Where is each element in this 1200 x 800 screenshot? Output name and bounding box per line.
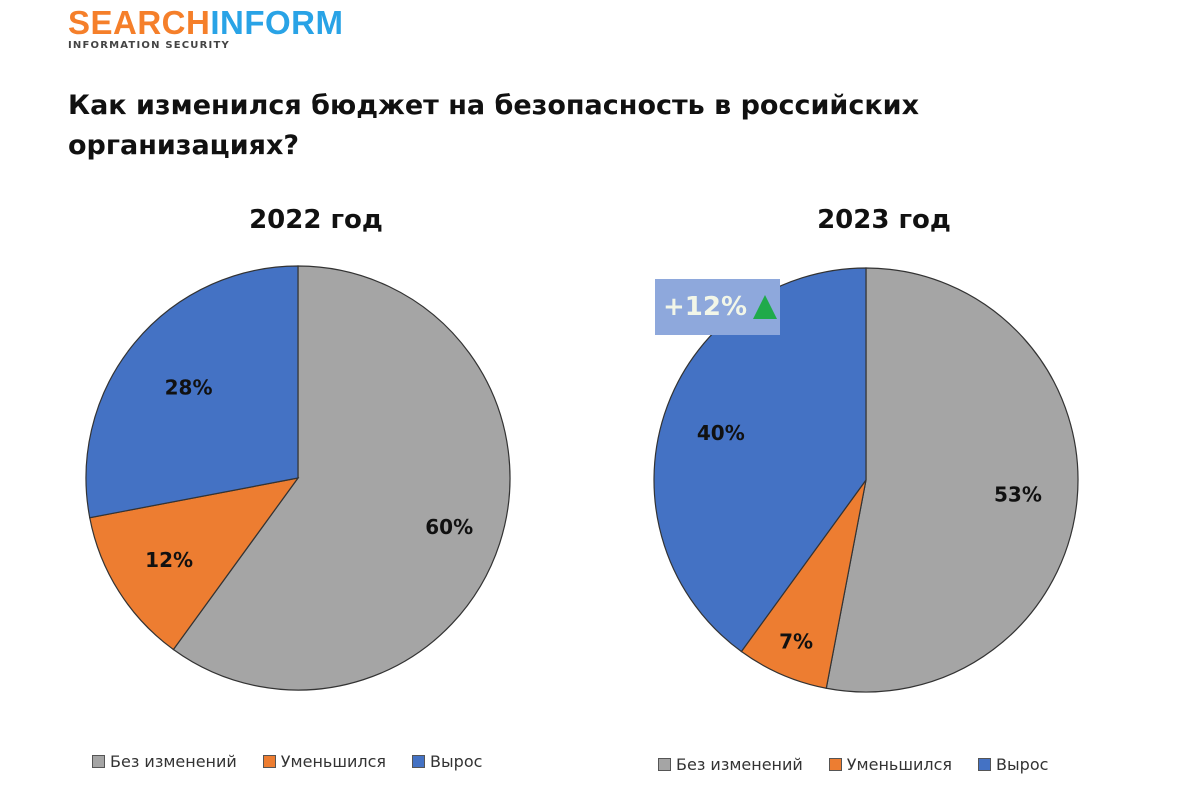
legend-item-unchanged: Без изменений [658, 755, 803, 774]
data-label: 53% [994, 482, 1042, 506]
legend-item-increased: Вырос [978, 755, 1048, 774]
pie-slice-2 [653, 267, 867, 653]
growth-annotation: +12% [655, 279, 780, 335]
legend-item-increased: Вырос [412, 752, 482, 771]
chart-title: 2023 год [817, 205, 951, 235]
pie-slice-2 [85, 265, 299, 519]
data-label: 28% [165, 375, 213, 399]
legend-item-unchanged: Без изменений [92, 752, 237, 771]
logo-part2: INFORM [210, 4, 344, 41]
legend-item-decreased: Уменьшился [828, 755, 952, 774]
data-label: 40% [697, 421, 745, 445]
pie-slice-1 [89, 477, 300, 651]
legend-2022: Без изменений Уменьшился Вырос [92, 752, 482, 771]
data-label: 60% [425, 515, 473, 539]
logo-part1: SEARCH [68, 4, 211, 41]
legend-item-decreased: Уменьшился [262, 752, 386, 771]
legend-2023: Без изменений Уменьшился Вырос [658, 755, 1048, 774]
data-label: 12% [145, 548, 193, 572]
pie-slice-0 [172, 265, 511, 691]
logo: SEARCHINFORM INFORMATION SECURITY [68, 4, 344, 51]
page-title: Как изменился бюджет на безопасность в р… [68, 90, 919, 161]
up-triangle-icon [753, 295, 778, 319]
logo-tagline: INFORMATION SECURITY [68, 40, 230, 51]
growth-annotation-text: +12% [663, 292, 748, 322]
chart-title: 2022 год [249, 205, 383, 235]
pie-slice-0 [825, 267, 1079, 693]
data-label: 7% [779, 629, 813, 653]
